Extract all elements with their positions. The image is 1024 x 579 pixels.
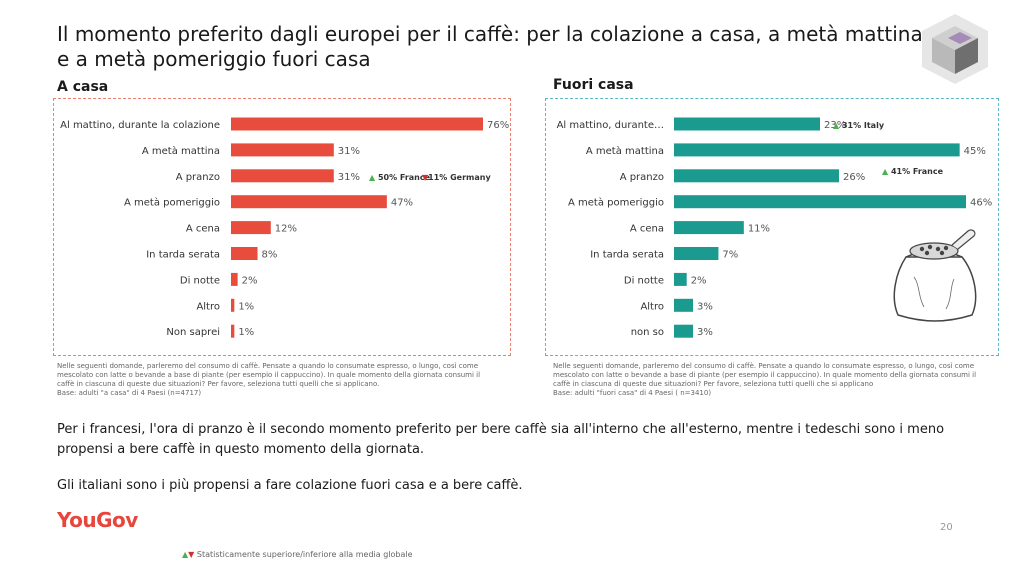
panel-title-away: Fuori casa [553, 77, 634, 93]
category-label: A metà mattina [586, 145, 664, 157]
panel-title-home: A casa [57, 79, 109, 95]
value-label: 8% [262, 250, 278, 261]
category-label: Al mattino, durante la colazione [60, 120, 220, 131]
legend-text: Statisticamente superiore/inferiore alla… [196, 550, 413, 559]
value-label: 3% [697, 301, 713, 312]
coffee-sack-icon [893, 229, 977, 322]
value-label: 11% [748, 224, 770, 235]
chart-panel-home: Al mattino, durante la colazione 76% A met… [53, 98, 511, 356]
value-label: 12% [275, 224, 297, 235]
value-label: 23% [824, 120, 846, 131]
down-arrow-icon: ▼ [188, 550, 195, 559]
footnote-home-question: Nelle seguenti domande, parleremo del co… [57, 362, 481, 388]
bar [231, 143, 334, 157]
footnote-home: Nelle seguenti domande, parleremo del co… [57, 362, 497, 398]
value-label: 3% [697, 327, 713, 338]
category-label: A cena [186, 224, 220, 235]
bar [674, 324, 694, 338]
legend: ▲▼ Statisticamente superiore/inferiore a… [182, 550, 413, 559]
footnote-home-base: Base: adulti "a casa" di 4 Paesi (n=4717… [57, 389, 202, 397]
footnote-away-question: Nelle seguenti domande, parleremo del co… [553, 362, 977, 388]
bar [674, 298, 694, 312]
footnote-away-base: Base: adulti "fuori casa" di 4 Paesi ( n… [553, 389, 712, 397]
bar [231, 169, 334, 183]
value-label: 46% [970, 198, 992, 209]
chart-panel-away: Al mattino, durante… 23% A metà mattina 45%… [545, 98, 999, 356]
category-label: A pranzo [620, 172, 664, 183]
annotation-down: ▼11% Germany [422, 173, 491, 182]
category-label: Di notte [624, 275, 664, 286]
bar [231, 117, 483, 131]
bar [674, 272, 687, 286]
value-label: 2% [242, 275, 258, 286]
yougov-logo: YouGov [57, 508, 138, 532]
bar [674, 195, 966, 209]
value-label: 76% [487, 120, 509, 131]
bar [674, 117, 820, 131]
category-label: A cena [630, 224, 664, 235]
category-label: A pranzo [176, 172, 220, 183]
annotation-up: ▲ 41% France [882, 167, 944, 176]
bar-chart-away: Al mattino, durante… 23% A metà mattina 45%… [557, 117, 992, 338]
category-label: non so [631, 327, 664, 338]
category-label: Non saprei [166, 327, 220, 338]
bar-chart-home: Al mattino, durante la colazione 76% A met… [60, 117, 509, 338]
annotation-up: ▲ 50% France [369, 173, 431, 182]
category-label: A metà pomeriggio [568, 197, 664, 209]
category-label: Altro [196, 301, 220, 312]
category-label: A metà mattina [142, 145, 220, 157]
value-label: 31% [338, 146, 360, 157]
footnote-away: Nelle seguenti domande, parleremo del co… [553, 362, 993, 398]
category-label: Altro [640, 301, 664, 312]
value-label: 1% [238, 301, 254, 312]
category-label: In tarda serata [590, 250, 664, 261]
annotation-up: ▲ 31% Italy [833, 121, 885, 130]
bar [674, 143, 960, 157]
cube-logo-icon [922, 14, 988, 84]
value-label: 45% [964, 146, 986, 157]
bar [231, 272, 238, 286]
category-label: A metà pomeriggio [124, 197, 220, 209]
bar [231, 298, 235, 312]
value-label: 26% [843, 172, 865, 183]
up-arrow-icon: ▲ [182, 550, 189, 559]
value-label: 47% [391, 198, 413, 209]
bar [231, 195, 387, 209]
value-label: 7% [722, 250, 738, 261]
bar [231, 324, 235, 338]
value-label: 31% [338, 172, 360, 183]
category-label: Al mattino, durante… [557, 120, 664, 131]
insight-paragraph-2: Gli italiani sono i più propensi a fare … [57, 478, 523, 493]
page-number: 20 [940, 522, 953, 533]
bar [231, 221, 271, 235]
category-label: Di notte [180, 275, 220, 286]
insight-paragraph-1: Per i francesi, l'ora di pranzo è il sec… [57, 422, 945, 457]
category-label: In tarda serata [146, 250, 220, 261]
value-label: 1% [238, 327, 254, 338]
bar [674, 169, 840, 183]
page-title: Il momento preferito dagli europei per i… [57, 22, 923, 71]
value-label: 2% [691, 275, 707, 286]
bar [231, 247, 258, 260]
bar [674, 247, 719, 260]
bar [674, 221, 744, 235]
